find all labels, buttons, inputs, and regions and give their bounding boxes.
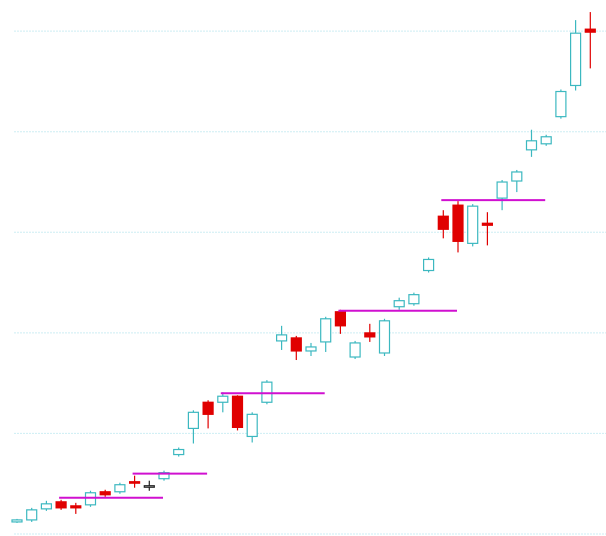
candle-body: [40, 503, 53, 510]
candle-body: [231, 395, 244, 429]
candle-body: [158, 472, 170, 480]
candle-body: [217, 395, 229, 403]
candle-body: [467, 205, 479, 244]
candle-body: [540, 136, 552, 145]
candle-body: [452, 204, 464, 242]
candle-body: [349, 342, 361, 358]
candle-body: [55, 501, 67, 509]
candle-body: [334, 311, 346, 327]
candle-body: [11, 519, 23, 523]
candle-body: [481, 222, 493, 226]
candle-body: [202, 401, 214, 415]
candle-body: [70, 505, 82, 509]
candle-body: [364, 332, 376, 338]
candle-body: [290, 337, 302, 352]
candle-body: [408, 294, 420, 305]
candle-body: [320, 318, 332, 343]
candle-body: [511, 171, 523, 182]
candle-body: [261, 381, 273, 403]
candle-body: [305, 346, 317, 352]
candle-body: [423, 258, 435, 272]
candle-body: [173, 448, 185, 456]
candle-body: [246, 413, 258, 438]
candle-body: [26, 509, 38, 521]
candle-body: [378, 320, 391, 354]
candle-body: [84, 492, 97, 506]
candle-body: [584, 28, 596, 33]
candle-body: [437, 215, 449, 230]
candle-body: [569, 32, 582, 87]
candle-body: [555, 90, 567, 118]
candle-body: [496, 181, 508, 199]
candle-body: [525, 140, 538, 151]
candle-body: [276, 334, 288, 342]
candle-body: [99, 491, 111, 496]
candle-body: [187, 411, 199, 430]
candle-body: [129, 481, 141, 484]
candle-body: [393, 300, 405, 308]
candle-body: [143, 485, 155, 488]
candle-body: [114, 484, 126, 493]
